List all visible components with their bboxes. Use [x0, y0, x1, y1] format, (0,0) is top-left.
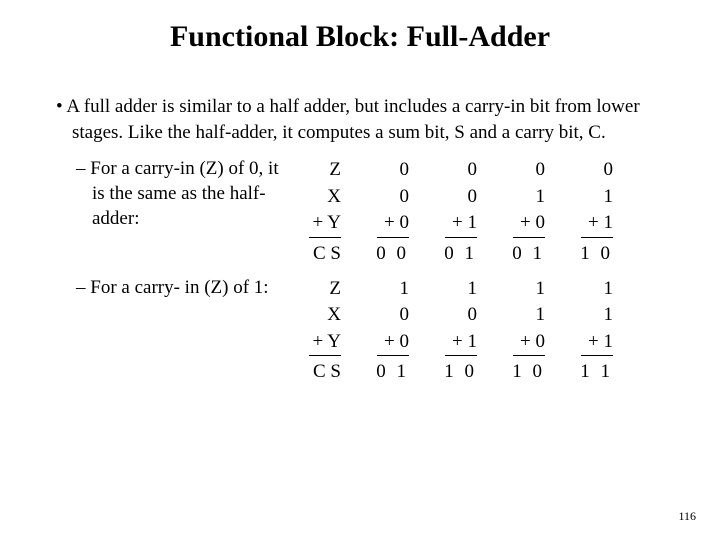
val-z: 0	[501, 157, 545, 184]
table-col: 1 1 + 0 1 0	[501, 276, 545, 386]
val-cs: 0 0	[376, 243, 409, 264]
sub-bullet-2: For a carry- in (Z) of 1:	[50, 276, 295, 386]
row-carry-0: For a carry-in (Z) of 0, it is the same …	[50, 157, 670, 267]
val-x: 0	[365, 302, 409, 329]
label-x: X	[295, 184, 341, 211]
val-z: 1	[433, 276, 477, 303]
page-title: Functional Block: Full-Adder	[50, 20, 670, 54]
val-z: 1	[569, 276, 613, 303]
val-y: + 1	[581, 329, 613, 357]
table-label-col: Z X + Y C S	[295, 276, 341, 386]
label-plus-y: + Y	[309, 210, 341, 238]
val-x: 1	[569, 302, 613, 329]
sub-bullet-1: For a carry-in (Z) of 0, it is the same …	[50, 157, 295, 267]
val-z: 0	[365, 157, 409, 184]
val-cs: 1 0	[512, 361, 545, 382]
val-z: 0	[569, 157, 613, 184]
table-carry-1: Z X + Y C S 1 0 + 0 0 1 1 0 + 1 1 0 1 1 …	[295, 276, 670, 386]
val-y: + 0	[513, 329, 545, 357]
table-col: 1 0 + 1 1 0	[433, 276, 477, 386]
label-x: X	[295, 302, 341, 329]
val-y: + 1	[445, 210, 477, 238]
val-cs: 1 1	[580, 361, 613, 382]
table-col: 0 1 + 0 0 1	[501, 157, 545, 267]
val-x: 0	[433, 302, 477, 329]
table-col: 1 1 + 1 1 1	[569, 276, 613, 386]
val-cs: 0 1	[444, 243, 477, 264]
val-y: + 1	[445, 329, 477, 357]
val-z: 1	[501, 276, 545, 303]
val-y: + 0	[513, 210, 545, 238]
val-x: 1	[501, 302, 545, 329]
table-label-col: Z X + Y C S	[295, 157, 341, 267]
val-x: 0	[365, 184, 409, 211]
val-cs: 0 1	[376, 361, 409, 382]
val-cs: 1 0	[444, 361, 477, 382]
label-cs: C S	[295, 241, 341, 268]
page-number: 116	[678, 509, 696, 524]
val-cs: 0 1	[512, 243, 545, 264]
label-z: Z	[295, 157, 341, 184]
val-z: 1	[365, 276, 409, 303]
table-col: 0 0 + 0 0 0	[365, 157, 409, 267]
val-cs: 1 0	[580, 243, 613, 264]
val-y: + 0	[377, 329, 409, 357]
val-y: + 1	[581, 210, 613, 238]
table-col: 0 1 + 1 1 0	[569, 157, 613, 267]
row-carry-1: For a carry- in (Z) of 1: Z X + Y C S 1 …	[50, 276, 670, 386]
val-x: 0	[433, 184, 477, 211]
val-x: 1	[569, 184, 613, 211]
label-plus-y: + Y	[309, 329, 341, 357]
table-col: 1 0 + 0 0 1	[365, 276, 409, 386]
val-x: 1	[501, 184, 545, 211]
table-col: 0 0 + 1 0 1	[433, 157, 477, 267]
table-carry-0: Z X + Y C S 0 0 + 0 0 0 0 0 + 1 0 1 0 1 …	[295, 157, 670, 267]
label-cs: C S	[295, 359, 341, 386]
main-bullet: A full adder is similar to a half adder,…	[50, 94, 670, 145]
val-z: 0	[433, 157, 477, 184]
val-y: + 0	[377, 210, 409, 238]
label-z: Z	[295, 276, 341, 303]
